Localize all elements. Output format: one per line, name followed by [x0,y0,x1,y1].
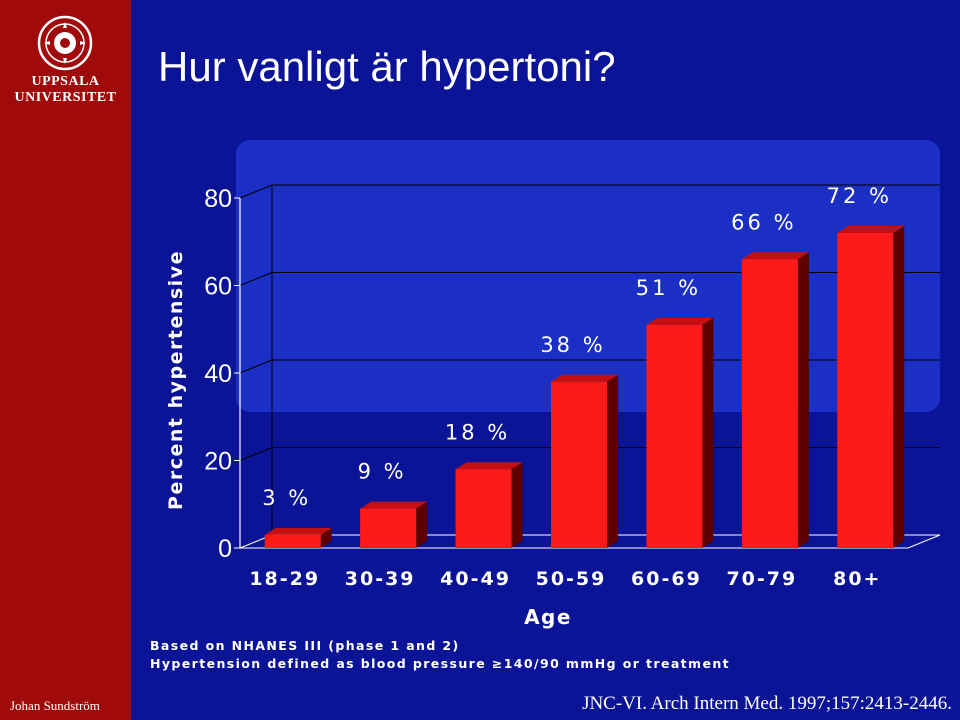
y-tick-label: 20 [204,448,232,476]
x-tick-label: 30-39 [345,568,416,590]
bar [360,501,428,548]
x-tick-label: 40-49 [440,568,511,590]
footnote-line1: Based on NHANES III (phase 1 and 2) [150,638,460,653]
bar [264,527,332,548]
citation: JNC-VI. Arch Intern Med. 1997;157:2413-2… [582,693,952,714]
bar-side [511,462,523,548]
sidebar: UPPSALA UNIVERSITET Johan Sundström [0,0,131,720]
bar [837,226,905,548]
bar-top [264,527,332,535]
data-label: 38 % [540,333,605,357]
bar-front [551,381,607,548]
bar [455,462,523,548]
bar-front [741,259,798,548]
university-seal-icon [37,15,93,71]
data-label: 51 % [636,276,701,300]
footnote: Based on NHANES III (phase 1 and 2) Hype… [150,637,730,673]
gridline-connector [239,272,273,286]
bar-top [646,317,714,325]
university-name: UPPSALA UNIVERSITET [0,74,131,106]
slide-title: Hur vanligt är hypertoni? [158,43,616,90]
bar-front [837,233,894,548]
chart-background-panel [236,140,940,412]
bar-front [264,534,321,548]
bar [741,252,809,548]
bar [646,317,714,548]
bar-top [741,252,809,260]
bar-front [360,508,417,548]
label-layer: 3 % 18-29 9 % 30-39 18 % 40-49 38 % 50-59 51 % 60… [249,184,892,590]
y-tick-label: 0 [218,535,232,563]
author-name: Johan Sundström [10,698,100,713]
gridline-connector [239,447,273,461]
x-tick-label: 18-29 [249,568,320,590]
bar-side [416,501,428,548]
bar-front [646,324,703,548]
x-tick-label: 80+ [833,568,881,590]
bar-top [837,226,905,233]
x-axis-label: Age [524,605,572,629]
bar-top [360,501,428,509]
x-tick-label: 60-69 [631,568,702,590]
y-tick-label: 60 [204,273,232,301]
bar-top [551,374,618,382]
data-label: 9 % [358,460,407,484]
university-name-line1: UPPSALA [31,74,100,89]
y-tick-label: 80 [204,185,232,213]
bar-layer [264,226,905,548]
y-axis-label: Percent hypertensive [165,250,187,510]
bar-side [797,252,809,548]
university-name-line2: UNIVERSITET [14,90,117,105]
bar-side [893,226,905,548]
bar-side [607,374,618,548]
gridline-connector [239,359,273,374]
gridline-connector [239,184,273,199]
data-label: 18 % [445,420,510,444]
bar-side [702,317,714,548]
x-tick-label: 70-79 [726,568,797,590]
bar-side [320,527,332,548]
bar-top [455,462,523,470]
y-tick-label: 40 [204,360,232,388]
footnote-line2: Hypertension defined as blood pressure ≥… [150,656,731,671]
bar [551,374,618,548]
bar-front [455,469,512,548]
data-label: 66 % [731,210,796,234]
data-label: 72 % [827,184,892,208]
data-label: 3 % [262,486,311,510]
x-tick-label: 50-59 [536,568,607,590]
